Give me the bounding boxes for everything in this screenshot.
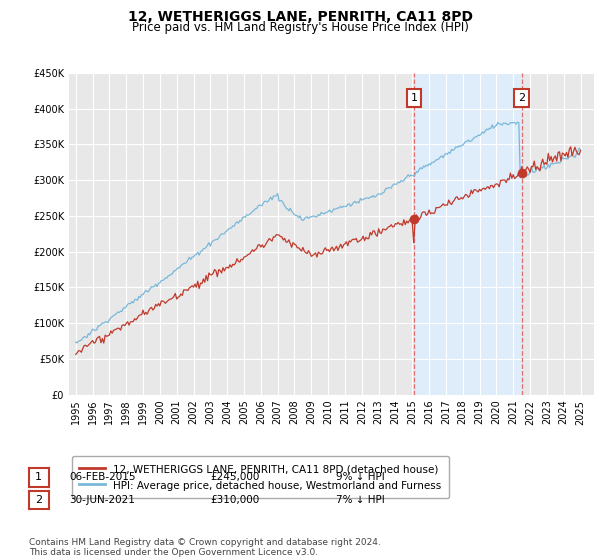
Text: 9% ↓ HPI: 9% ↓ HPI — [336, 472, 385, 482]
Text: 7% ↓ HPI: 7% ↓ HPI — [336, 494, 385, 505]
Text: 1: 1 — [35, 473, 42, 482]
Text: 2: 2 — [35, 495, 42, 505]
Bar — [414, 73, 521, 395]
Text: Price paid vs. HM Land Registry's House Price Index (HPI): Price paid vs. HM Land Registry's House … — [131, 21, 469, 34]
Legend: 12, WETHERIGGS LANE, PENRITH, CA11 8PD (detached house), HPI: Average price, det: 12, WETHERIGGS LANE, PENRITH, CA11 8PD (… — [71, 456, 449, 498]
Text: £310,000: £310,000 — [210, 494, 259, 505]
Text: 1: 1 — [410, 93, 418, 103]
Text: £245,000: £245,000 — [210, 472, 259, 482]
Text: Contains HM Land Registry data © Crown copyright and database right 2024.
This d: Contains HM Land Registry data © Crown c… — [29, 538, 380, 557]
Text: 12, WETHERIGGS LANE, PENRITH, CA11 8PD: 12, WETHERIGGS LANE, PENRITH, CA11 8PD — [128, 10, 473, 24]
Text: 06-FEB-2015: 06-FEB-2015 — [69, 472, 136, 482]
Text: 2: 2 — [518, 93, 525, 103]
Text: 30-JUN-2021: 30-JUN-2021 — [69, 494, 135, 505]
